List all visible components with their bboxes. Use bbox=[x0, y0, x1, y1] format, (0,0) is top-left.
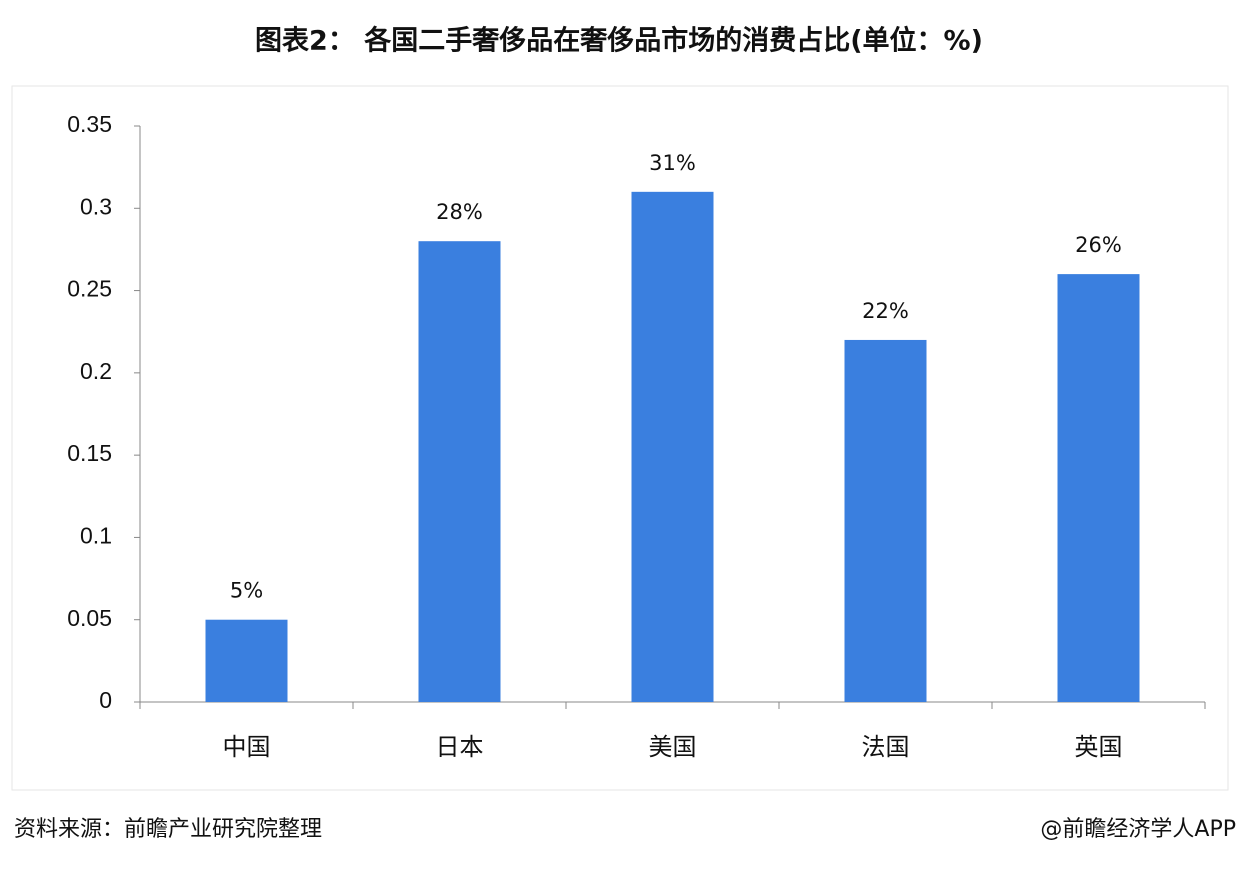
y-tick-label: 0.2 bbox=[80, 358, 112, 384]
y-tick-label: 0.25 bbox=[67, 276, 112, 302]
y-tick-label: 0 bbox=[99, 687, 112, 713]
y-tick-label: 0.05 bbox=[67, 605, 112, 631]
x-tick-label: 英国 bbox=[1075, 733, 1123, 761]
value-label: 28% bbox=[436, 200, 483, 224]
source-note: 资料来源：前瞻产业研究院整理 bbox=[14, 817, 322, 842]
value-label: 26% bbox=[1075, 233, 1122, 257]
x-tick-label: 日本 bbox=[436, 733, 484, 761]
value-label: 31% bbox=[649, 151, 696, 175]
bar bbox=[1057, 274, 1140, 702]
bar bbox=[205, 619, 288, 702]
y-tick-label: 0.15 bbox=[67, 440, 112, 466]
bar bbox=[631, 191, 714, 703]
value-label: 5% bbox=[230, 579, 263, 603]
credit: @前瞻经济学人APP bbox=[1040, 817, 1236, 842]
chart-title: 图表2： 各国二手奢侈品在奢侈品市场的消费占比(单位：%) bbox=[255, 25, 983, 57]
x-tick-label: 美国 bbox=[649, 733, 697, 761]
y-tick-label: 0.3 bbox=[80, 193, 112, 219]
bar bbox=[844, 339, 927, 702]
x-tick-label: 法国 bbox=[862, 733, 910, 761]
y-tick-label: 0.1 bbox=[80, 523, 112, 549]
y-tick-label: 0.35 bbox=[67, 111, 112, 137]
plot-frame bbox=[11, 85, 1229, 791]
x-tick-label: 中国 bbox=[223, 733, 271, 761]
bar bbox=[418, 241, 501, 702]
value-label: 22% bbox=[862, 299, 909, 323]
